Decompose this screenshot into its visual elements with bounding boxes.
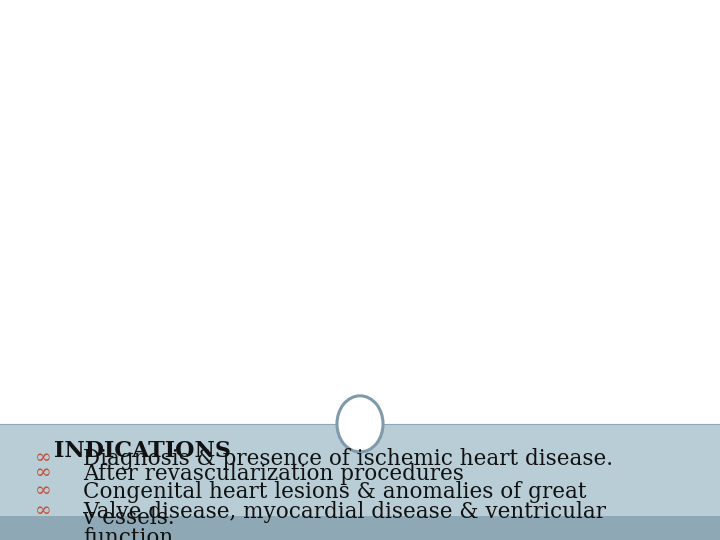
Text: ∞: ∞ bbox=[35, 463, 51, 482]
Text: Valve disease, myocardial disease & ventricular
function.: Valve disease, myocardial disease & vent… bbox=[83, 501, 606, 540]
FancyBboxPatch shape bbox=[0, 0, 720, 424]
Ellipse shape bbox=[337, 396, 383, 452]
FancyBboxPatch shape bbox=[0, 516, 720, 540]
Text: ∞: ∞ bbox=[35, 448, 51, 467]
Text: INDICATIONS: INDICATIONS bbox=[54, 441, 231, 462]
Text: Congenital heart lesions & anomalies of great
v essels.: Congenital heart lesions & anomalies of … bbox=[83, 481, 586, 529]
Text: After revascularization procedures: After revascularization procedures bbox=[83, 463, 464, 485]
Text: ∞: ∞ bbox=[35, 481, 51, 500]
FancyBboxPatch shape bbox=[0, 424, 720, 516]
Text: ∞: ∞ bbox=[35, 501, 51, 520]
Text: Diagnosis & presence of ischemic heart disease.: Diagnosis & presence of ischemic heart d… bbox=[83, 448, 613, 470]
